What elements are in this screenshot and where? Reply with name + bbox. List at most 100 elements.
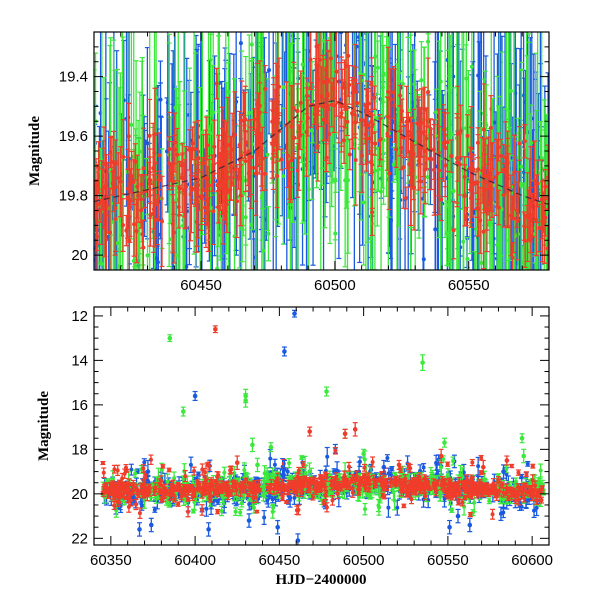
data-point xyxy=(155,260,160,265)
data-point xyxy=(481,229,486,234)
red-data-point xyxy=(262,64,268,114)
red-data-point xyxy=(305,99,311,137)
data-point xyxy=(212,144,217,149)
data-point xyxy=(398,93,403,98)
data-point xyxy=(466,109,471,114)
data-point xyxy=(368,160,373,165)
red-data-point xyxy=(522,124,528,159)
data-point xyxy=(455,131,460,136)
data-point xyxy=(94,300,98,304)
red-data-point xyxy=(138,191,144,229)
data-point xyxy=(118,291,122,295)
green-data-point xyxy=(508,32,514,157)
red-data-point xyxy=(427,127,433,191)
green-data-point xyxy=(541,99,547,270)
data-point xyxy=(316,23,320,27)
data-point xyxy=(136,193,141,198)
red-data-point xyxy=(222,162,228,221)
red-data-point xyxy=(229,136,235,164)
data-point xyxy=(523,238,528,243)
green-data-point xyxy=(391,146,397,183)
data-point xyxy=(157,153,162,158)
data-point xyxy=(238,193,243,198)
data-point xyxy=(451,188,456,193)
green-data-point xyxy=(518,61,524,270)
data-point xyxy=(158,97,163,102)
data-point xyxy=(108,150,113,155)
data-point xyxy=(464,76,469,81)
red-data-point xyxy=(216,134,222,192)
data-point xyxy=(543,184,548,189)
data-point xyxy=(543,215,548,220)
data-point xyxy=(469,64,474,69)
data-point xyxy=(449,154,454,159)
data-point xyxy=(522,139,527,144)
data-point xyxy=(285,153,290,158)
data-point xyxy=(349,111,354,116)
data-point xyxy=(426,39,431,44)
green-data-point xyxy=(379,32,384,270)
data-point xyxy=(211,209,216,214)
data-point xyxy=(477,130,482,135)
data-point xyxy=(196,155,201,160)
red-data-point xyxy=(503,121,509,194)
data-point xyxy=(334,69,339,74)
data-point xyxy=(517,141,522,146)
red-data-point xyxy=(96,141,102,194)
data-point xyxy=(290,119,295,124)
red-data-point xyxy=(253,133,259,202)
green-data-point xyxy=(411,49,417,120)
red-data-point xyxy=(243,130,249,193)
green-data-point xyxy=(248,60,254,270)
red-data-point xyxy=(139,219,145,249)
data-point xyxy=(113,206,118,211)
red-data-point xyxy=(172,134,178,165)
data-point xyxy=(265,152,270,157)
red-data-point xyxy=(115,152,121,204)
red-data-point xyxy=(344,107,350,137)
data-point xyxy=(259,24,263,28)
data-point xyxy=(333,177,338,182)
data-point xyxy=(180,176,185,181)
red-data-point xyxy=(320,54,326,109)
red-data-point xyxy=(501,143,507,196)
red-data-point xyxy=(182,159,188,230)
data-point xyxy=(259,166,264,171)
data-point xyxy=(182,192,187,197)
red-data-point xyxy=(352,110,358,135)
red-data-point xyxy=(192,121,198,177)
data-point xyxy=(479,260,484,265)
data-point xyxy=(243,159,248,164)
data-point xyxy=(388,97,393,102)
data-point xyxy=(329,102,334,107)
data-point xyxy=(237,142,242,147)
data-point xyxy=(238,41,243,46)
data-point xyxy=(436,150,441,155)
data-point xyxy=(545,246,549,251)
red-data-point xyxy=(238,164,244,227)
blue-data-point xyxy=(379,0,384,4)
data-point xyxy=(457,162,462,167)
data-point xyxy=(171,179,176,184)
data-point xyxy=(361,72,366,77)
red-data-point xyxy=(343,32,349,111)
data-point xyxy=(100,187,105,192)
data-point xyxy=(444,231,449,236)
data-point xyxy=(341,138,346,143)
data-point xyxy=(537,226,542,231)
data-point xyxy=(270,119,275,124)
data-point xyxy=(140,232,145,237)
data-point xyxy=(539,197,544,202)
data-point xyxy=(129,174,134,179)
data-point xyxy=(133,159,138,164)
data-point xyxy=(461,239,466,244)
blue-data-point xyxy=(238,32,244,122)
data-point xyxy=(496,145,501,150)
data-point xyxy=(497,274,501,278)
data-point xyxy=(465,133,470,138)
data-point xyxy=(484,123,489,128)
data-point xyxy=(432,167,437,172)
data-point xyxy=(99,262,104,267)
data-point xyxy=(266,231,271,236)
red-data-point xyxy=(404,85,410,158)
